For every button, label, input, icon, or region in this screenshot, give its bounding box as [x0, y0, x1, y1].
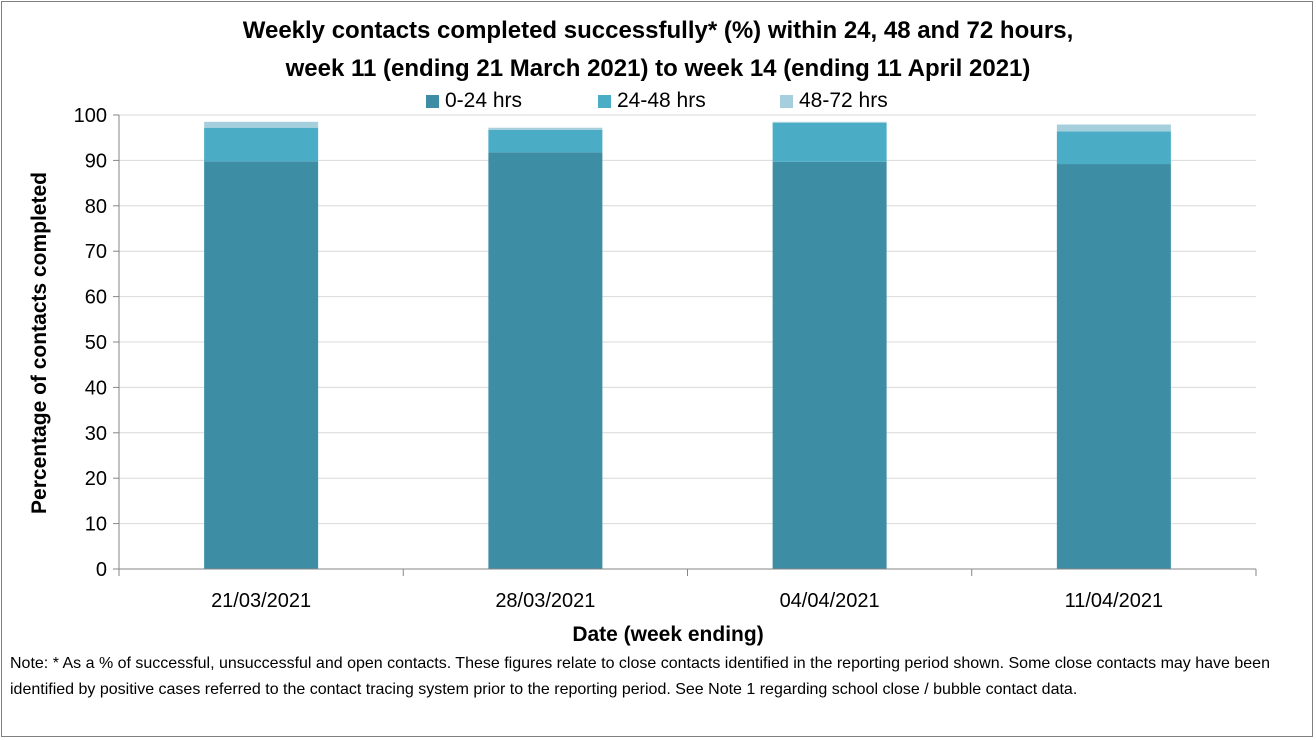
chart-note: Note: * As a % of successful, unsuccessf… [10, 655, 1270, 698]
y-tick-label-80: 80 [85, 196, 107, 218]
y-tick-label-20: 20 [85, 468, 107, 490]
bar-24-48-hrs-21-03-2021 [204, 127, 319, 162]
y-tick-label-50: 50 [85, 332, 107, 354]
legend-swatch-0-24-hrs [426, 94, 439, 108]
y-tick-label-10: 10 [85, 514, 107, 536]
bar-48-72-hrs-28-03-2021 [488, 127, 603, 130]
bar-24-48-hrs-28-03-2021 [488, 129, 603, 153]
chart-legend: 0-24 hrs 24-48 hrs 48-72 hrs [0, 89, 1316, 115]
y-tick-label-0: 0 [96, 559, 107, 581]
y-tick-label-90: 90 [85, 150, 107, 172]
legend-label-48-72-hrs: 48-72 hrs [799, 89, 888, 112]
x-tick-label-21-03-2021: 21/03/2021 [211, 590, 311, 612]
legend-label-0-24-hrs: 0-24 hrs [445, 89, 523, 112]
y-tick-label-70: 70 [85, 241, 107, 263]
bar-48-72-hrs-21-03-2021 [204, 121, 319, 128]
chart-subtitle: week 11 (ending 21 March 2021) to week 1… [285, 55, 1031, 82]
bar-48-72-hrs-11-04-2021 [1056, 124, 1171, 132]
y-tick-label-30: 30 [85, 423, 107, 445]
x-tick-label-04-04-2021: 04/04/2021 [780, 590, 880, 612]
legend-item-48-72-hrs: 48-72 hrs [780, 89, 888, 113]
legend-swatch-24-48-hrs [598, 94, 611, 108]
y-axis-title: Percentage of contacts completed [28, 172, 51, 514]
y-tick-label-60: 60 [85, 287, 107, 309]
legend-swatch-48-72-hrs [780, 94, 793, 108]
legend-label-24-48-hrs: 24-48 hrs [617, 89, 706, 112]
y-tick-label-100: 100 [74, 105, 107, 127]
legend-item-0-24-hrs: 0-24 hrs [426, 89, 522, 113]
x-axis-title: Date (week ending) [572, 623, 763, 646]
axes: 0 10 20 30 40 50 60 70 80 90 100 21/03/2021 28/03/20… [74, 105, 1257, 612]
bars [204, 121, 1171, 570]
x-tick-label-11-04-2021: 11/04/2021 [1065, 590, 1164, 612]
bar-48-72-hrs-04-04-2021 [772, 121, 887, 123]
bar-24-48-hrs-04-04-2021 [772, 122, 887, 162]
legend-item-24-48-hrs: 24-48 hrs [598, 89, 706, 113]
bar-0-24-hrs-28-03-2021 [488, 152, 603, 569]
x-tick-label-28-03-2021: 28/03/2021 [495, 590, 595, 612]
bar-0-24-hrs-21-03-2021 [204, 161, 319, 570]
bar-0-24-hrs-11-04-2021 [1056, 164, 1171, 570]
chart-title: Weekly contacts completed successfully* … [242, 17, 1074, 44]
y-tick-label-40: 40 [85, 377, 107, 399]
bar-24-48-hrs-11-04-2021 [1056, 131, 1171, 165]
bar-0-24-hrs-04-04-2021 [772, 161, 887, 569]
